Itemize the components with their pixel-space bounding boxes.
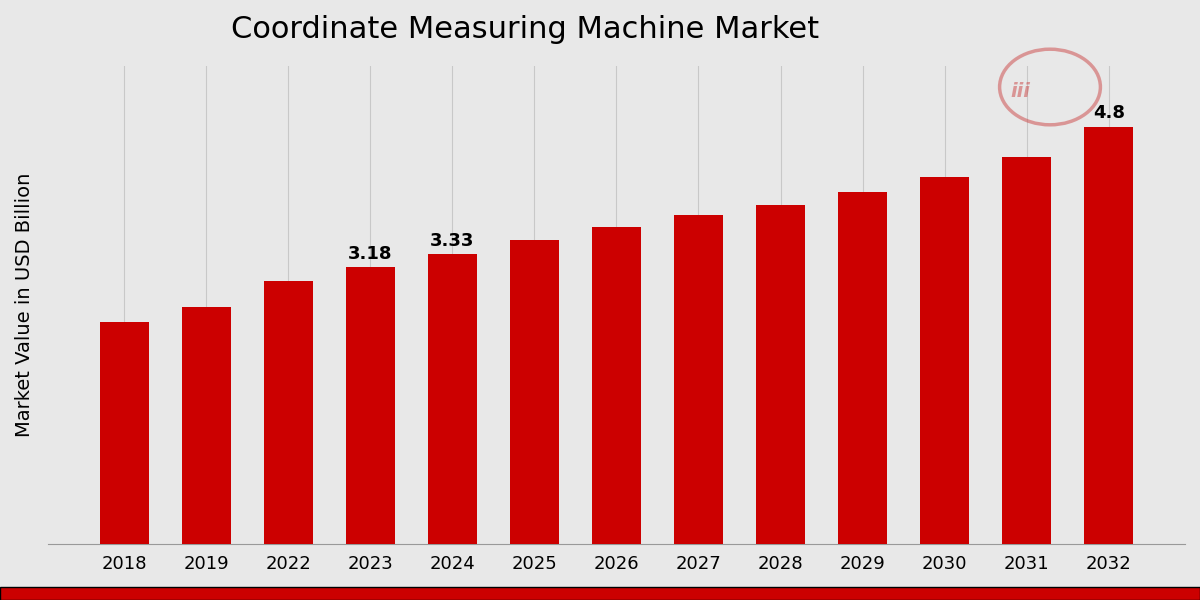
Bar — [838, 192, 887, 544]
Bar — [264, 281, 313, 544]
Text: 3.18: 3.18 — [348, 245, 392, 263]
Bar — [592, 227, 641, 544]
Text: iii: iii — [1010, 82, 1030, 101]
Bar — [1084, 127, 1133, 544]
Bar — [920, 177, 970, 544]
Bar — [674, 215, 724, 544]
Y-axis label: Market Value in USD Billion: Market Value in USD Billion — [14, 173, 34, 437]
Title: Coordinate Measuring Machine Market: Coordinate Measuring Machine Market — [232, 15, 820, 44]
Bar — [756, 205, 805, 544]
Bar — [1002, 157, 1051, 544]
Bar — [346, 268, 395, 544]
Bar — [427, 254, 476, 544]
Bar — [100, 322, 149, 544]
Bar — [181, 307, 230, 544]
Text: 3.33: 3.33 — [430, 232, 474, 250]
Bar — [510, 239, 559, 544]
Text: 4.8: 4.8 — [1093, 104, 1124, 122]
